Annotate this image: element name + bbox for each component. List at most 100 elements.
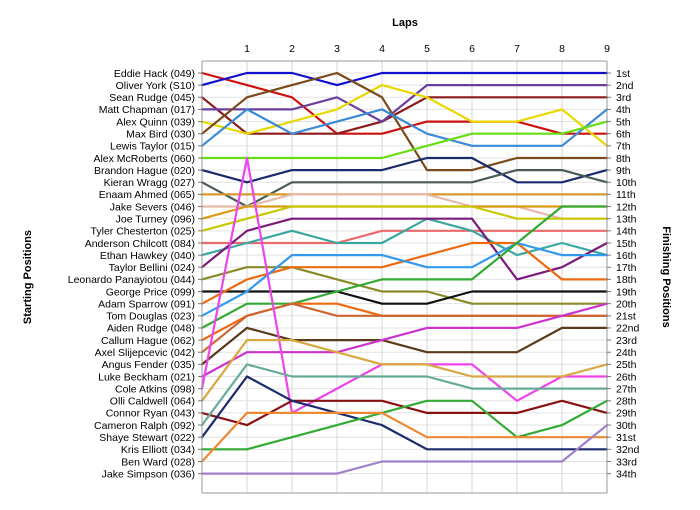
start-position-label: Max Bird (030) (126, 129, 195, 141)
finish-position-label: 22nd (616, 323, 640, 335)
finish-position-label: 6th (616, 129, 631, 141)
start-position-label: Ben Ward (028) (121, 456, 195, 468)
start-position-label: Brandon Hague (020) (94, 165, 195, 177)
finish-position-label: 5th (616, 116, 631, 128)
lap-tick-label: 1 (244, 43, 250, 55)
finish-position-label: 8th (616, 153, 631, 165)
start-position-label: Luke Beckham (021) (98, 371, 195, 383)
series-line-30 (200, 363, 609, 427)
series-line-33 (200, 411, 609, 463)
start-position-label: Enaam Ahmed (065) (99, 189, 195, 201)
start-position-label: Tyler Chesterton (025) (91, 226, 195, 238)
start-position-label: Cole Atkins (098) (115, 383, 195, 395)
start-position-label: Shaye Stewart (022) (99, 432, 195, 444)
start-position-label: Adam Sparrow (091) (98, 298, 195, 310)
finish-position-label: 20th (616, 298, 637, 310)
finish-position-label: 21st (616, 311, 636, 323)
series-line-4 (200, 83, 609, 123)
series-line-8 (200, 120, 609, 160)
lap-tick-label: 4 (379, 43, 385, 55)
finish-position-label: 19th (616, 286, 637, 298)
finish-position-label: 32nd (616, 444, 640, 456)
start-position-label: Eddie Hack (049) (114, 68, 195, 80)
start-position-label: Ethan Hawkey (040) (100, 250, 195, 262)
chart-title: Laps (392, 17, 418, 29)
start-position-label: Joe Turney (096) (116, 213, 195, 225)
start-position-label: Taylor Bellini (024) (109, 262, 195, 274)
finish-position-label: 29th (616, 408, 637, 420)
series-line-19 (200, 290, 609, 305)
start-position-label: Aiden Rudge (048) (107, 323, 195, 335)
start-position-label: Matt Chapman (017) (99, 104, 195, 116)
start-position-label: Kieran Wragg (027) (104, 177, 195, 189)
start-position-label: Sean Rudge (045) (109, 92, 195, 104)
start-position-label: Tom Douglas (023) (106, 311, 195, 323)
finish-position-label: 16th (616, 250, 637, 262)
lap-tick-label: 9 (604, 43, 610, 55)
finish-position-label: 33rd (616, 456, 637, 468)
finish-position-label: 11th (616, 189, 636, 201)
finish-position-label: 15th (616, 238, 637, 250)
series-line-14 (200, 205, 609, 232)
lap-tick-label: 2 (289, 43, 295, 55)
series-line-25 (200, 326, 609, 366)
finish-position-label: 25th (616, 359, 637, 371)
finish-position-label: 27th (616, 383, 637, 395)
series-line-10 (200, 169, 609, 208)
finish-position-label: 4th (616, 104, 631, 116)
finish-position-label: 2nd (616, 80, 634, 92)
finish-position-label: 28th (616, 396, 637, 408)
finish-position-label: 14th (616, 226, 637, 238)
finish-position-label: 13th (616, 213, 637, 225)
finish-position-label: 3rd (616, 92, 631, 104)
finish-position-label: 17th (616, 262, 637, 274)
series-line-3 (200, 96, 609, 135)
start-position-label: Olli Caldwell (064) (110, 396, 195, 408)
start-position-label: Jake Simpson (036) (102, 468, 195, 480)
finish-position-label: 30th (616, 420, 637, 432)
series-line-7 (200, 108, 609, 147)
series-line-27 (200, 156, 609, 414)
lap-tick-label: 3 (334, 43, 340, 55)
start-position-label: George Price (099) (106, 286, 195, 298)
start-position-label: Lewis Taylor (015) (110, 141, 195, 153)
start-position-label: Jake Severs (046) (110, 201, 195, 213)
series-lines (200, 71, 609, 475)
finish-position-label: 9th (616, 165, 631, 177)
finish-position-label: 34th (616, 468, 637, 480)
y-axis-label-right: Finishing Positions (660, 226, 672, 327)
lap-tick-label: 6 (469, 43, 475, 55)
series-line-12 (200, 193, 609, 220)
start-position-label: Leonardo Panayiotou (044) (68, 274, 195, 286)
start-position-label: Oliver York (S10) (116, 80, 195, 92)
start-position-label: Connor Ryan (043) (106, 408, 195, 420)
start-position-label: Alex Quinn (039) (116, 116, 195, 128)
finish-position-label: 7th (616, 141, 631, 153)
series-line-24 (200, 302, 609, 354)
series-line-31 (200, 375, 609, 451)
series-line-18 (200, 266, 609, 305)
start-position-label: Cameron Ralph (092) (94, 420, 195, 432)
finish-position-label: 26th (616, 371, 637, 383)
series-line-21 (200, 241, 609, 317)
series-line-17 (200, 217, 609, 281)
series-line-26 (200, 302, 609, 378)
series-line-9 (200, 156, 609, 184)
start-position-label: Axel Slijepcevic (042) (95, 347, 195, 359)
axes: 1 2 3 4 5 6 7 8 9 Eddie Hack (049)Oliver York (S1… (68, 43, 640, 494)
lap-tick-label: 8 (559, 43, 565, 55)
lap-tick-label: 7 (514, 43, 520, 55)
finish-position-label: 24th (616, 347, 637, 359)
start-position-label: Alex McRoberts (060) (93, 153, 195, 165)
series-line-2 (200, 71, 609, 87)
series-line-32 (200, 399, 609, 451)
finish-position-label: 12th (616, 201, 637, 213)
series-line-28 (200, 339, 609, 402)
finish-position-label: 1st (616, 68, 630, 80)
start-position-label: Kris Elliott (034) (121, 444, 195, 456)
series-line-22 (200, 205, 609, 329)
series-line-5 (200, 83, 609, 147)
y-axis-label-left: Starting Positions (22, 230, 34, 324)
